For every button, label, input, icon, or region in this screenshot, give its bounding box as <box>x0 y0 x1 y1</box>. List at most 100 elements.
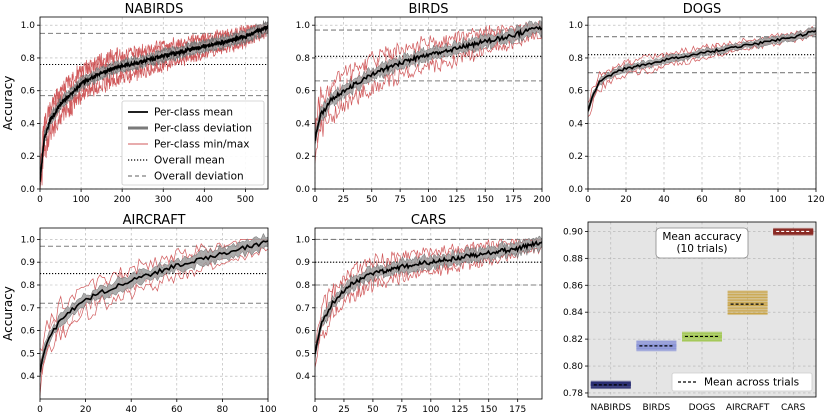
birds-title: BIRDS <box>408 2 448 17</box>
y-tick-label: 0.7 <box>296 304 310 314</box>
per-class-max-line <box>40 239 268 352</box>
x-tick-label: 80 <box>734 195 746 205</box>
aircraft-ylabel: Accuracy <box>1 286 15 341</box>
y-tick-label: 0.8 <box>296 281 311 291</box>
nabirds-ylabel: Accuracy <box>1 76 15 131</box>
y-tick-label: 0.2 <box>569 152 583 162</box>
birds-series <box>315 19 542 164</box>
x-category-label: DOGS <box>689 403 716 413</box>
x-tick-label: 175 <box>509 405 526 415</box>
x-tick-label: 125 <box>451 405 468 415</box>
y-tick-label: 0.90 <box>563 227 583 237</box>
y-tick-label: 0.8 <box>296 54 311 64</box>
x-category-label: AIRCRAFT <box>726 403 770 413</box>
cars-title: CARS <box>411 213 446 228</box>
y-tick-label: 1.0 <box>21 235 36 245</box>
x-tick-label: 75 <box>396 405 407 415</box>
y-tick-label: 0.2 <box>296 152 310 162</box>
aircraft-axes-frame <box>39 227 269 400</box>
y-tick-label: 0.78 <box>563 389 583 399</box>
cars-axes-frame <box>314 227 543 400</box>
aircraft-series <box>40 232 268 396</box>
x-tick-label: 25 <box>338 405 349 415</box>
per-class-max-line <box>315 238 542 343</box>
annotation-box <box>655 227 749 259</box>
birds-chart: 0 25 50 75 100 125 150 175 200 0.0 0.2 0.4 0.6 0.8 1.0… <box>296 2 551 205</box>
y-tick-label: 1.0 <box>569 21 584 31</box>
x-tick-label: 0 <box>312 405 318 415</box>
x-tick-label: 125 <box>448 195 465 205</box>
nabirds-title: NABIRDS <box>125 2 184 17</box>
x-tick-label: 400 <box>196 195 213 205</box>
cars-series <box>315 235 542 368</box>
legend: Mean across trials <box>671 372 813 392</box>
x-tick-label: 200 <box>114 195 131 205</box>
x-tick-label: 0 <box>585 195 591 205</box>
y-tick-label: 0.6 <box>296 327 311 337</box>
y-tick-label: 0.4 <box>21 372 36 382</box>
per-class-max-line <box>588 25 816 104</box>
mean-accuracy-annotation: Mean accuracy(10 trials) <box>655 227 749 259</box>
x-tick-label: 0 <box>37 405 43 415</box>
x-tick-label: 50 <box>366 195 378 205</box>
per-class-mean-line <box>40 24 268 182</box>
y-tick-label: 0.8 <box>21 54 36 64</box>
per-class-min-line <box>588 33 816 117</box>
nabirds-chart: 0 100 200 300 400 500 0.0 0.2 0.4 0.6 0.8 1.0 NABIRD… <box>1 2 269 205</box>
dogs-title: DOGS <box>683 2 722 17</box>
y-tick-label: 0.5 <box>21 349 35 359</box>
y-tick-label: 0.9 <box>21 258 36 268</box>
x-tick-label: 100 <box>422 405 439 415</box>
x-tick-label: 300 <box>155 195 172 205</box>
aircraft-title: AIRCRAFT <box>123 213 186 228</box>
per-class-deviation-band <box>40 232 268 380</box>
x-tick-label: 50 <box>367 405 379 415</box>
nabirds-axes-frame <box>39 16 269 190</box>
legend-frame <box>671 372 813 392</box>
x-tick-label: 150 <box>477 195 494 205</box>
x-tick-label: 175 <box>505 195 522 205</box>
x-tick-label: 0 <box>37 195 43 205</box>
x-tick-label: 40 <box>125 405 137 415</box>
y-tick-label: 0.2 <box>21 152 35 162</box>
legend-entry: Overall mean <box>154 155 225 167</box>
per-class-trial-line <box>315 21 542 143</box>
x-tick-label: 80 <box>217 405 229 415</box>
x-tick-label: 40 <box>658 195 670 205</box>
y-tick-label: 0.84 <box>563 308 583 318</box>
x-category-label: CARS <box>781 403 806 413</box>
y-tick-label: 0.88 <box>563 254 583 264</box>
per-class-min-line <box>40 247 268 396</box>
dogs-chart: 0 20 40 60 80 100 120 0.0 0.2 0.4 0.6 0.8 1.0 DOGS <box>569 2 825 205</box>
x-tick-label: 120 <box>807 195 824 205</box>
x-category-label: NABIRDS <box>590 403 631 413</box>
x-tick-label: 100 <box>769 195 786 205</box>
aircraft-chart: 0 20 40 60 80 100 0.4 0.5 0.6 0.7 0.8 0.9 1.0 AIRCRAF… <box>1 213 277 415</box>
nabirds-series <box>40 20 268 189</box>
legend-entry: Per-class min/max <box>154 139 249 151</box>
y-tick-label: 0.4 <box>21 119 36 129</box>
x-tick-label: 60 <box>171 405 183 415</box>
y-tick-label: 0.6 <box>569 87 584 97</box>
x-tick-label: 150 <box>480 405 497 415</box>
per-class-deviation-band <box>588 27 816 114</box>
per-class-mean-line <box>588 30 816 112</box>
y-tick-label: 0.6 <box>296 87 311 97</box>
x-category-label: BIRDS <box>643 403 671 413</box>
legend-entry: Mean across trials <box>704 377 799 389</box>
x-tick-label: 20 <box>80 405 92 415</box>
legend-frame <box>121 100 265 186</box>
y-tick-label: 0.6 <box>21 327 36 337</box>
per-class-mean-line <box>315 25 542 141</box>
x-tick-label: 60 <box>696 195 708 205</box>
annotation-line: Mean accuracy <box>662 231 741 243</box>
x-tick-label: 100 <box>420 195 437 205</box>
dogs-series <box>588 25 816 117</box>
y-tick-label: 0.0 <box>21 185 36 195</box>
x-tick-label: 500 <box>237 195 254 205</box>
per-class-mean-line <box>40 240 268 373</box>
y-tick-label: 0.7 <box>21 304 35 314</box>
cars-chart: 0 25 50 75 100 125 150 175 0.4 0.5 0.6 0.7 0.8 0.9 1.0… <box>296 213 543 415</box>
x-tick-label: 75 <box>394 195 405 205</box>
